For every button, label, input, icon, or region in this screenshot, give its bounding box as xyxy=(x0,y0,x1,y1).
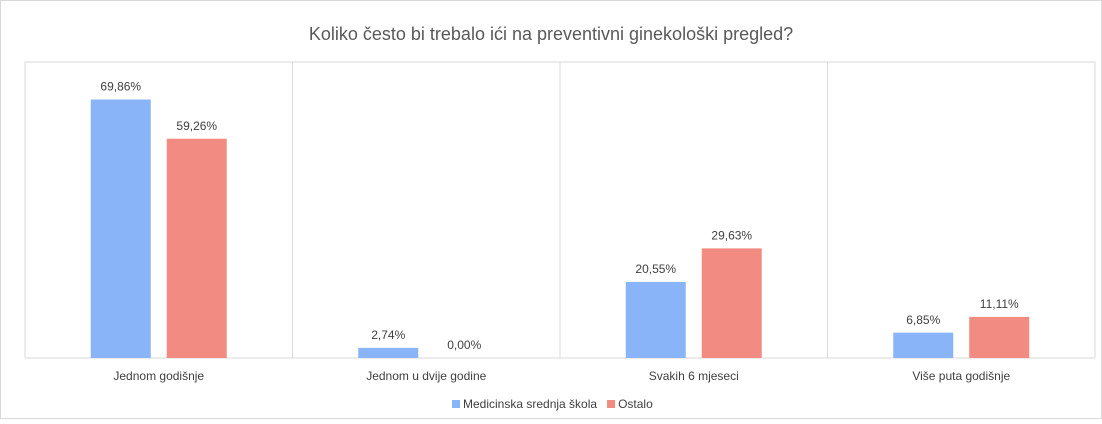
data-label: 20,55% xyxy=(635,262,676,276)
data-label: 59,26% xyxy=(176,119,217,133)
data-label: 0,00% xyxy=(447,338,481,352)
data-label: 69,86% xyxy=(100,80,141,94)
x-tick-label: Jednom u dvije godine xyxy=(366,369,486,383)
legend-swatch xyxy=(452,400,460,408)
bar xyxy=(358,347,419,358)
legend-swatch xyxy=(607,400,616,408)
bar xyxy=(893,332,954,358)
bar xyxy=(625,281,686,358)
legend-label: Ostalo xyxy=(618,397,653,411)
chart-title: Koliko često bi trebalo ići na preventiv… xyxy=(309,24,793,44)
data-label: 29,63% xyxy=(711,229,752,243)
data-label: 2,74% xyxy=(371,328,405,342)
data-label: 11,11% xyxy=(980,297,1019,311)
bar xyxy=(701,248,762,358)
bar xyxy=(166,138,227,358)
bar xyxy=(90,99,151,358)
x-tick-label: Jednom godišnje xyxy=(113,369,204,383)
bar xyxy=(969,316,1030,358)
x-tick-label: Svakih 6 mjeseci xyxy=(649,369,739,383)
data-label: 6,85% xyxy=(906,313,940,327)
legend-label: Medicinska srednja škola xyxy=(463,397,597,411)
x-tick-label: Više puta godišnje xyxy=(912,369,1010,383)
